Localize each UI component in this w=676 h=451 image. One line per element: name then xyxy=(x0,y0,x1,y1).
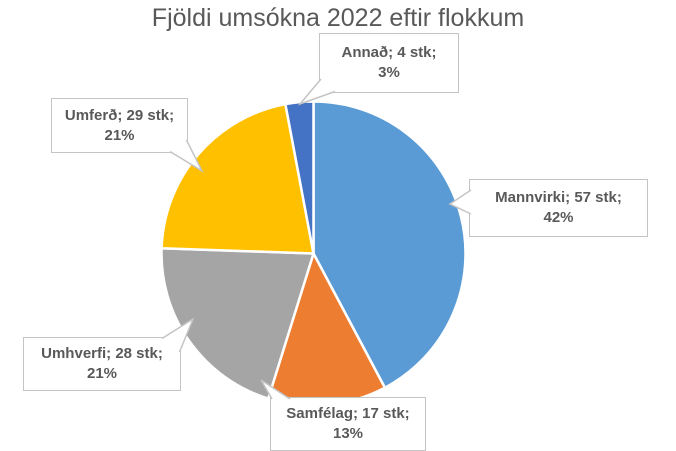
data-label-mannvirki[interactable]: Mannvirki; 57 stk; 42% xyxy=(469,179,648,237)
data-label-annad[interactable]: Annað; 4 stk; 3% xyxy=(319,33,459,93)
data-label-samfelag-line2: 13% xyxy=(332,425,364,442)
data-label-samfelag[interactable]: Samfélag; 17 stk; 13% xyxy=(270,397,426,451)
data-label-umhverfi-line1: Umhverfi; 28 stk; xyxy=(41,345,163,362)
data-label-samfelag-line1: Samfélag; 17 stk; xyxy=(286,405,410,422)
data-label-umferd-line2: 21% xyxy=(104,126,135,144)
data-label-mannvirki-line2: 42% xyxy=(543,209,574,226)
chart-title: Fjöldi umsókna 2022 eftir flokkum xyxy=(151,4,525,32)
pie-slice-mannvirki[interactable] xyxy=(312,100,467,389)
data-label-annad-line1: Annað; 4 stk; xyxy=(341,44,437,61)
data-label-umferd[interactable]: Umferð; 29 stk; 21% xyxy=(51,98,188,153)
data-label-umhverfi[interactable]: Umhverfi; 28 stk; 21% xyxy=(23,337,181,391)
data-label-annad-line2: 3% xyxy=(378,64,400,81)
data-label-mannvirki-line1: Mannvirki; 57 stk; xyxy=(495,189,622,206)
data-label-umhverfi-line2: 21% xyxy=(86,365,118,382)
data-label-umferd-line1: Umferð; 29 stk; xyxy=(64,106,175,124)
